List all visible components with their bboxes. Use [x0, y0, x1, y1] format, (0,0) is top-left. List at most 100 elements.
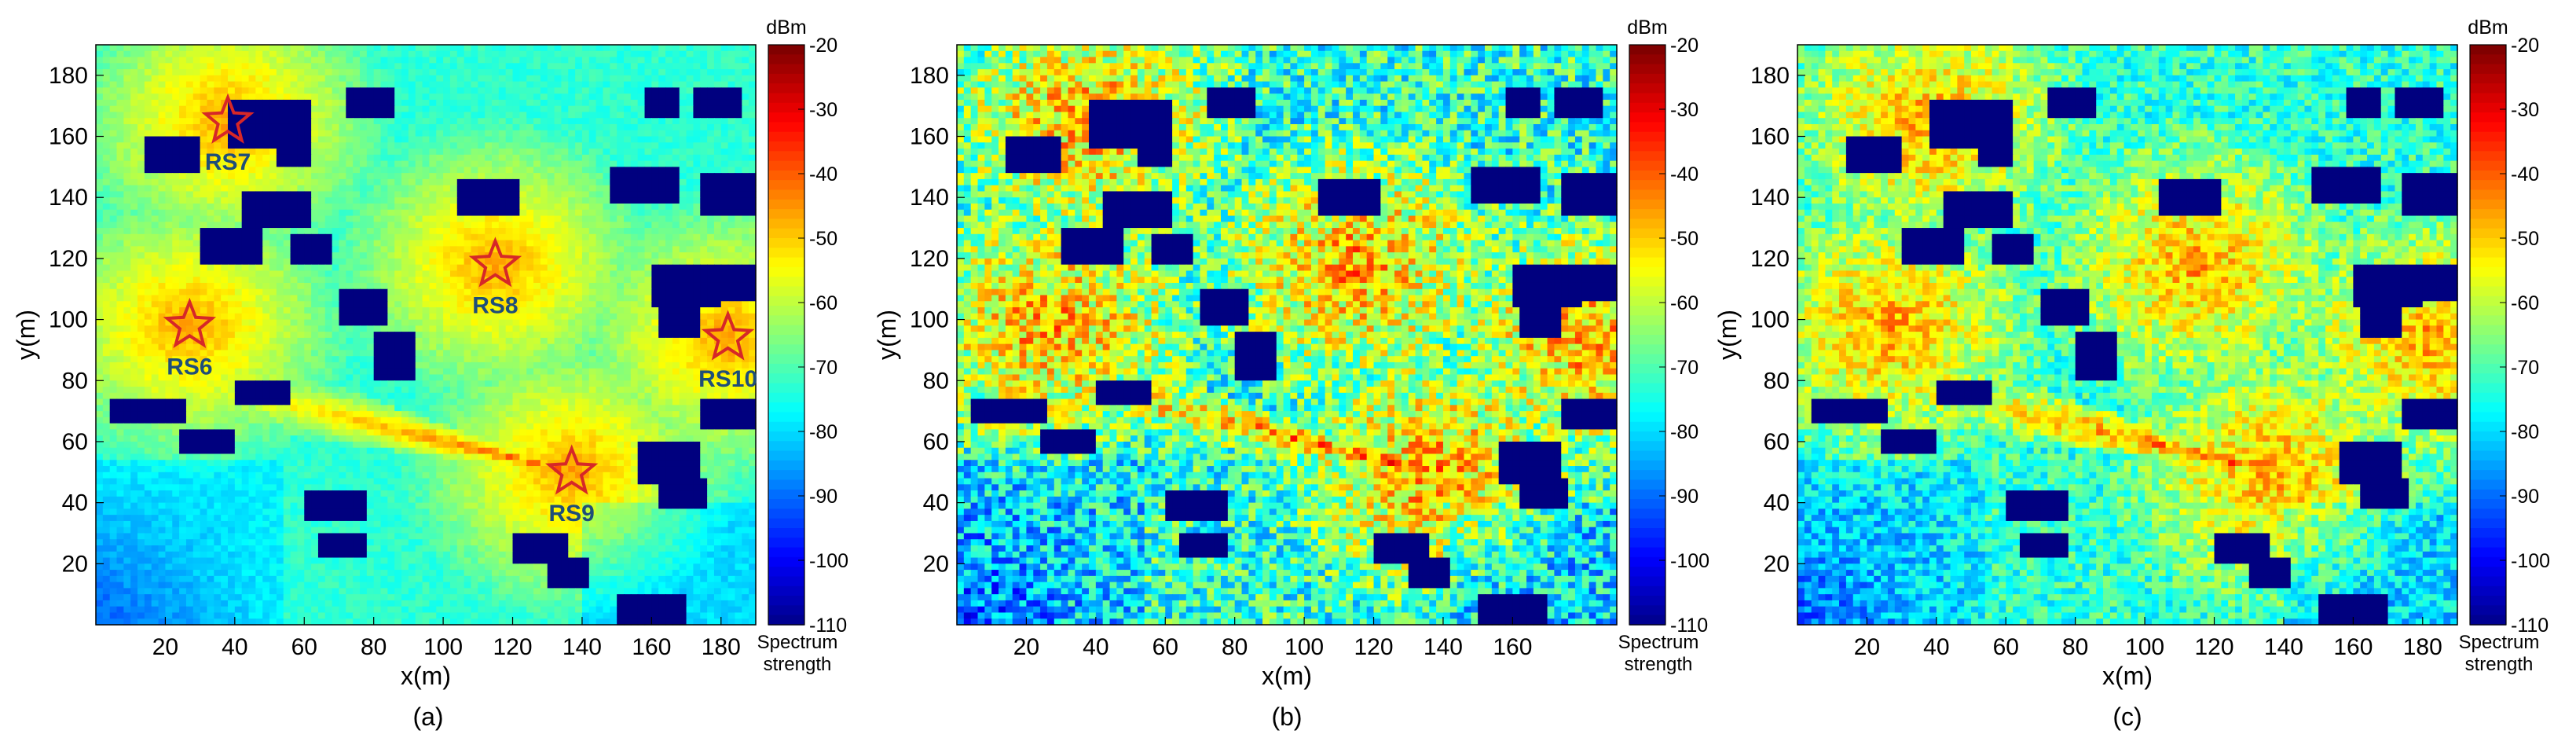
colorbar-tick-label: -110 — [1670, 615, 1708, 637]
colorbar-tick-label: -50 — [809, 228, 837, 250]
y-tick-label: 180 — [1750, 63, 1790, 89]
panel-caption: (c) — [2112, 703, 2142, 731]
colorbar-tick-label: -70 — [1670, 357, 1698, 379]
y-tick-label: 100 — [1750, 307, 1790, 333]
y-tick-label: 40 — [923, 490, 949, 516]
station-marker — [468, 237, 522, 288]
colorbar-tick-label: -40 — [2511, 163, 2539, 185]
x-tick-label: 140 — [2264, 634, 2303, 660]
x-tick-label: 140 — [562, 634, 602, 660]
y-tick-label: 180 — [910, 63, 949, 89]
x-axis-label: x(m) — [1262, 662, 1312, 690]
x-tick-label: 60 — [1152, 634, 1178, 660]
colorbar-title-line1: Spectrum — [1618, 632, 1699, 653]
y-tick-label: 20 — [1764, 551, 1790, 577]
x-tick-label: 60 — [1993, 634, 2019, 660]
y-axis-label: y(m) — [1713, 310, 1742, 360]
y-tick-label: 160 — [910, 124, 949, 150]
colorbar-tick-label: -90 — [1670, 486, 1698, 508]
colorbar-tick-label: -30 — [809, 99, 837, 121]
colorbar-tick-label: -80 — [1670, 421, 1698, 443]
colorbar-tick-label: -30 — [2511, 99, 2539, 121]
y-tick-label: 80 — [62, 368, 88, 394]
y-tick-label: 160 — [49, 124, 88, 150]
x-tick-label: 120 — [1354, 634, 1393, 660]
x-tick-label: 120 — [2194, 634, 2233, 660]
y-tick-label: 180 — [49, 63, 88, 89]
x-tick-label: 40 — [1923, 634, 1949, 660]
plot-frame — [1797, 44, 2458, 626]
panel-caption: (b) — [1271, 703, 1302, 731]
y-tick-label: 60 — [1764, 429, 1790, 455]
colorbar: -20 -30 -40 -50 -60 -70 -80 -90 -100 -110 dBm Spect… — [1618, 17, 1709, 675]
x-tick-label: 160 — [632, 634, 671, 660]
y-tick-label: 40 — [62, 490, 88, 516]
colorbar-title-line2: strength — [2465, 654, 2534, 675]
x-tick-label: 60 — [291, 634, 317, 660]
station-label: RS10 — [698, 366, 757, 392]
x-tick-label: 20 — [152, 634, 178, 660]
panel-2: 20 40 60 80 100 120 140 160 20 40 60 80 100 120 140 160… — [873, 17, 1709, 731]
x-tick-label: 100 — [423, 634, 463, 660]
y-tick-label: 80 — [1764, 368, 1790, 394]
x-tick-label: 40 — [222, 634, 247, 660]
colorbar-unit: dBm — [2468, 17, 2508, 39]
station-marker — [201, 93, 255, 144]
station-marker — [163, 297, 217, 349]
colorbar-tick-label: -60 — [809, 292, 837, 314]
y-tick-label: 120 — [49, 246, 88, 272]
y-tick-label: 80 — [923, 368, 949, 394]
colorbar-tick-label: -40 — [1670, 163, 1698, 185]
colorbar-title-line2: strength — [1625, 654, 1693, 675]
x-tick-label: 180 — [2403, 634, 2442, 660]
y-tick-label: 140 — [49, 185, 88, 211]
y-tick-label: 20 — [923, 551, 949, 577]
x-tick-label: 40 — [1083, 634, 1108, 660]
colorbar: -20 -30 -40 -50 -60 -70 -80 -90 -100 -110 dBm Spect… — [757, 17, 848, 675]
panel-3: 20 40 60 80 100 120 140 160 180 20 40 60 80 100 120 140… — [1713, 17, 2550, 731]
plot-frame — [95, 44, 757, 626]
colorbar-unit: dBm — [1627, 17, 1667, 39]
y-tick-label: 160 — [1750, 124, 1790, 150]
colorbar-tick-label: -50 — [2511, 228, 2539, 250]
x-tick-label: 180 — [702, 634, 741, 660]
y-tick-label: 60 — [62, 429, 88, 455]
x-tick-label: 100 — [1284, 634, 1324, 660]
station-marker — [701, 310, 755, 361]
x-tick-label: 20 — [1013, 634, 1039, 660]
colorbar-tick-label: -100 — [809, 550, 848, 572]
x-tick-label: 80 — [2062, 634, 2088, 660]
x-tick-label: 20 — [1854, 634, 1880, 660]
y-tick-label: 100 — [910, 307, 949, 333]
colorbar-tick-label: -90 — [2511, 486, 2539, 508]
colorbar-tick-label: -100 — [2511, 550, 2550, 572]
x-axis-label: x(m) — [2102, 662, 2153, 690]
station-label: RS9 — [549, 501, 595, 527]
station-label: RS6 — [167, 354, 212, 380]
y-tick-label: 20 — [62, 551, 88, 577]
x-tick-label: 80 — [1222, 634, 1248, 660]
colorbar-tick-label: -60 — [1670, 292, 1698, 314]
colorbar-tick-label: -110 — [809, 615, 847, 637]
x-tick-label: 80 — [361, 634, 387, 660]
colorbar-tick-label: -100 — [1670, 550, 1709, 572]
colorbar-title-line1: Spectrum — [2459, 632, 2540, 653]
heatmap-cells — [96, 45, 757, 626]
plot-frame — [956, 44, 1618, 626]
colorbar-tick-label: -50 — [1670, 228, 1698, 250]
colorbar-unit: dBm — [766, 17, 806, 39]
colorbar-tick-label: -70 — [2511, 357, 2539, 379]
y-tick-label: 120 — [1750, 246, 1790, 272]
colorbar-tick-label: -60 — [2511, 292, 2539, 314]
station-marker — [544, 444, 599, 495]
station-label: RS7 — [205, 149, 251, 175]
colorbar: -20 -30 -40 -50 -60 -70 -80 -90 -100 -110 dBm Spect… — [2459, 17, 2550, 675]
colorbar-title-line2: strength — [764, 654, 832, 675]
colorbar-tick-label: -20 — [809, 35, 837, 57]
colorbar-title-line1: Spectrum — [757, 632, 838, 653]
colorbar-tick-label: -20 — [2511, 35, 2539, 57]
y-tick-label: 100 — [49, 307, 88, 333]
y-tick-label: 140 — [910, 185, 949, 211]
colorbar-tick-label: -70 — [809, 357, 837, 379]
